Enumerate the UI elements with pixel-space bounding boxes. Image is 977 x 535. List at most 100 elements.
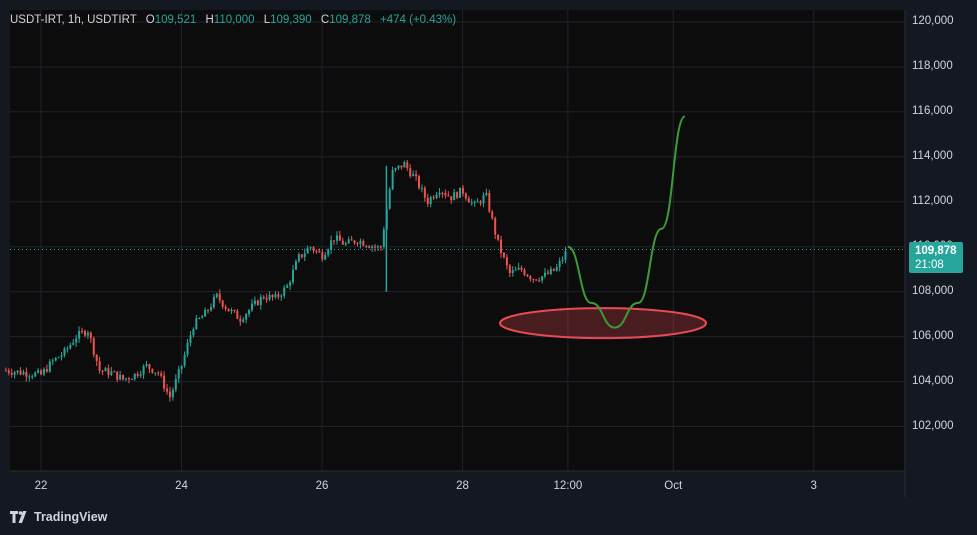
candle-body: [494, 218, 497, 235]
candle-body: [456, 192, 459, 198]
candle-body: [321, 252, 324, 260]
candle-body: [415, 174, 418, 177]
candle-body: [359, 240, 362, 244]
candle-body: [127, 378, 130, 380]
candle-body: [289, 282, 292, 286]
candle-body: [444, 193, 447, 196]
candle-body: [335, 235, 338, 241]
candle-body: [268, 294, 271, 300]
candle-body: [505, 257, 508, 266]
candle-body: [391, 169, 394, 190]
candle-body: [459, 187, 462, 198]
candle-body: [461, 187, 464, 194]
candle-body: [19, 370, 22, 375]
candle-body: [543, 272, 546, 277]
candle-body: [86, 332, 89, 336]
candle-body: [423, 187, 426, 198]
candle-body: [209, 307, 212, 311]
candle-body: [34, 372, 37, 377]
candle-body: [10, 372, 13, 375]
candle-body: [374, 246, 377, 248]
bar-countdown: 21:08: [915, 259, 944, 271]
candle-body: [13, 372, 16, 375]
candle-body: [371, 246, 374, 248]
candle-body: [40, 370, 43, 375]
candle-body: [283, 287, 286, 296]
projection-curve-drawing[interactable]: [567, 115, 686, 329]
last-price-value: 109,878: [915, 245, 957, 257]
candle-body: [376, 246, 379, 248]
candle-body: [277, 294, 280, 297]
change-value: +474 (+0.43%): [379, 14, 457, 26]
candle-body: [286, 285, 289, 288]
candle-body: [558, 260, 561, 268]
candle-body: [523, 269, 526, 275]
candle-body: [418, 176, 421, 189]
candle-body: [438, 192, 441, 195]
candle-body: [485, 192, 488, 196]
candle-body: [394, 168, 397, 170]
candle-body: [230, 310, 233, 312]
candle-body: [204, 309, 207, 317]
candle-body: [63, 348, 66, 356]
candle-body: [529, 276, 532, 280]
tradingview-branding[interactable]: TradingView: [10, 510, 107, 524]
candle-body: [555, 267, 558, 271]
drawings-group[interactable]: [499, 115, 707, 340]
price-tick-label: 102,000: [912, 419, 954, 432]
candle-body: [186, 342, 189, 355]
candle-body: [318, 250, 321, 253]
candles-group: [4, 160, 567, 402]
candle-body: [300, 254, 303, 258]
candle-body: [92, 338, 95, 355]
candle-body: [473, 201, 476, 203]
symbol-title[interactable]: USDT-IRT, 1h, USDTIRT: [10, 14, 137, 26]
candle-body: [142, 365, 145, 375]
candle-body: [479, 201, 482, 204]
candle-body: [511, 270, 514, 273]
candle-body: [274, 294, 277, 298]
candle-body: [130, 379, 133, 381]
candle-body: [344, 243, 347, 245]
brand-name: TradingView: [34, 510, 108, 524]
price-tick-label: 104,000: [912, 374, 954, 387]
candle-body: [25, 372, 28, 377]
ellipse-drawing[interactable]: [499, 307, 707, 340]
time-tick-label: 28: [456, 480, 469, 492]
tradingview-logo-icon: [10, 511, 27, 523]
candle-body: [133, 373, 136, 380]
time-tick-label: 24: [175, 480, 188, 492]
candle-body: [453, 192, 456, 201]
candle-body: [491, 211, 494, 219]
candle-body: [122, 374, 125, 380]
candle-body: [145, 364, 148, 366]
price-tick-label: 112,000: [912, 194, 953, 207]
candle-body: [101, 370, 104, 372]
candle-body: [517, 267, 520, 270]
candle-body: [78, 330, 81, 339]
candle-body: [233, 310, 236, 312]
candle-body: [333, 240, 336, 242]
candle-body: [292, 269, 295, 283]
candle-body: [160, 373, 163, 376]
price-tick-label: 116,000: [912, 104, 953, 117]
candle-body: [365, 245, 368, 247]
close-value: 109,878: [329, 14, 371, 26]
candle-body: [470, 202, 473, 204]
time-tick-label: Oct: [664, 480, 683, 492]
candle-body: [221, 300, 224, 307]
candle-body: [31, 376, 34, 378]
candle-body: [253, 300, 256, 304]
candle-body: [42, 369, 45, 375]
candle-body: [330, 240, 333, 250]
candle-body: [441, 192, 444, 194]
candle-body: [426, 197, 429, 205]
candle-body: [215, 293, 218, 297]
candle-body: [69, 344, 72, 349]
candle-body: [212, 296, 215, 308]
candle-body: [488, 192, 491, 212]
candle-body: [526, 274, 529, 277]
candle-body: [256, 300, 259, 306]
candle-body: [552, 268, 555, 271]
